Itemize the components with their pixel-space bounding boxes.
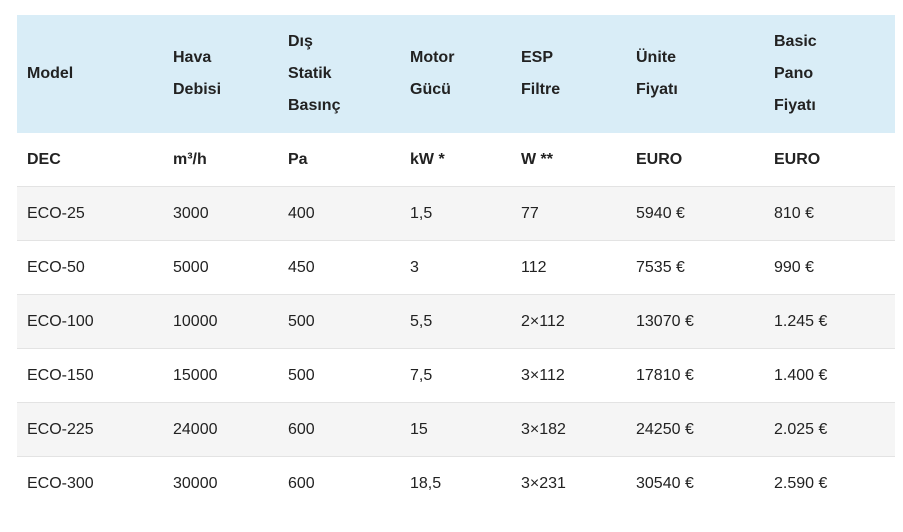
cell-motor-power: 18,5 [410, 474, 442, 492]
cell-air-flow: 15000 [173, 366, 218, 384]
header-model: Model [27, 65, 74, 82]
cell-model: ECO-225 [27, 420, 94, 438]
table-header-row: Model Hava Debisi Dış Statik Basınç Moto… [17, 15, 895, 133]
cell-static-pressure: 500 [288, 312, 315, 330]
cell-static-pressure: 500 [288, 366, 315, 384]
header-air-flow: Hava Debisi [173, 49, 222, 98]
cell-model: ECO-25 [27, 204, 85, 222]
cell-unit-price: 13070 € [636, 312, 694, 330]
cell-static-pressure: 400 [288, 204, 315, 222]
cell-esp-filter: 3×231 [521, 474, 566, 492]
header-static-pressure: Dış Statik Basınç [288, 33, 341, 114]
cell-panel-price: 1.245 € [774, 312, 828, 330]
cell-panel-price: 810 € [774, 204, 815, 222]
cell-esp-filter: 3×182 [521, 420, 566, 438]
cell-motor-power: 3 [410, 258, 419, 276]
header-unit-price: Ünite Fiyatı [636, 49, 678, 98]
cell-esp-filter: 77 [521, 204, 539, 222]
cell-motor-power: 1,5 [410, 204, 433, 222]
table-row: ECO-300 30000 600 18,5 3×231 30540 € 2.5… [17, 456, 895, 510]
unit-esp-filter: W ** [521, 150, 553, 168]
unit-model: DEC [27, 150, 61, 168]
cell-unit-price: 17810 € [636, 366, 694, 384]
cell-unit-price: 5940 € [636, 204, 685, 222]
cell-unit-price: 24250 € [636, 420, 694, 438]
cell-air-flow: 10000 [173, 312, 218, 330]
cell-esp-filter: 112 [521, 258, 547, 276]
unit-unit-price: EURO [636, 150, 683, 168]
cell-motor-power: 15 [410, 420, 428, 438]
cell-air-flow: 30000 [173, 474, 218, 492]
units-row: DEC m³/h Pa kW * W ** EURO EURO [17, 133, 895, 186]
unit-static-pressure: Pa [288, 150, 308, 168]
cell-unit-price: 7535 € [636, 258, 685, 276]
cell-unit-price: 30540 € [636, 474, 694, 492]
cell-static-pressure: 600 [288, 420, 315, 438]
cell-model: ECO-100 [27, 312, 94, 330]
cell-esp-filter: 2×112 [521, 312, 565, 330]
unit-motor-power: kW * [410, 150, 445, 168]
cell-panel-price: 2.590 € [774, 474, 828, 492]
table-row: ECO-25 3000 400 1,5 77 5940 € 810 € [17, 186, 895, 240]
cell-static-pressure: 600 [288, 474, 315, 492]
cell-esp-filter: 3×112 [521, 366, 565, 384]
cell-static-pressure: 450 [288, 258, 315, 276]
cell-air-flow: 3000 [173, 204, 209, 222]
header-motor-power: Motor Gücü [410, 49, 455, 98]
table-row: ECO-150 15000 500 7,5 3×112 17810 € 1.40… [17, 348, 895, 402]
table-row: ECO-100 10000 500 5,5 2×112 13070 € 1.24… [17, 294, 895, 348]
header-esp-filter: ESP Filtre [521, 49, 561, 98]
cell-air-flow: 5000 [173, 258, 209, 276]
cell-model: ECO-300 [27, 474, 94, 492]
cell-model: ECO-50 [27, 258, 85, 276]
cell-panel-price: 1.400 € [774, 366, 828, 384]
cell-panel-price: 2.025 € [774, 420, 828, 438]
price-table: Model Hava Debisi Dış Statik Basınç Moto… [17, 15, 895, 510]
unit-panel-price: EURO [774, 150, 821, 168]
table-row: ECO-50 5000 450 3 112 7535 € 990 € [17, 240, 895, 294]
header-panel-price: Basic Pano Fiyatı [774, 33, 817, 114]
cell-model: ECO-150 [27, 366, 94, 384]
cell-motor-power: 5,5 [410, 312, 433, 330]
cell-air-flow: 24000 [173, 420, 218, 438]
cell-panel-price: 990 € [774, 258, 815, 276]
unit-air-flow: m³/h [173, 150, 207, 168]
cell-motor-power: 7,5 [410, 366, 433, 384]
table-row: ECO-225 24000 600 15 3×182 24250 € 2.025… [17, 402, 895, 456]
